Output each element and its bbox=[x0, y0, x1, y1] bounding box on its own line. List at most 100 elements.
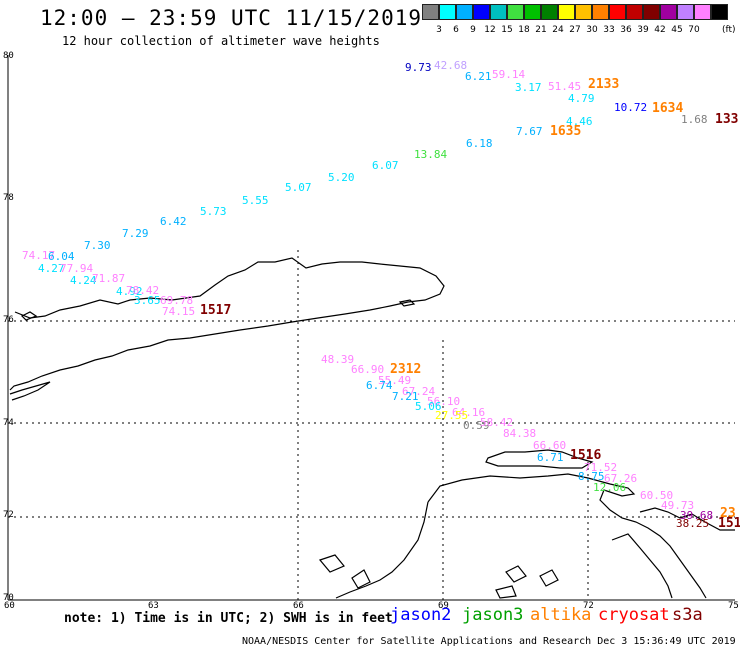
wave-height-label: 42.68 bbox=[434, 59, 468, 72]
wave-height-label: 4.24 bbox=[70, 274, 97, 287]
map-title: 12:00 — 23:59 UTC 11/15/2019 bbox=[40, 6, 423, 30]
wave-height-label: 133 bbox=[715, 112, 739, 127]
wave-height-label: 60.50 bbox=[640, 489, 674, 502]
wave-height-label: 9.73 bbox=[405, 61, 432, 74]
wave-height-label: 38.25 bbox=[676, 517, 710, 530]
legend-label: 70 bbox=[688, 25, 700, 35]
wave-height-label: 2133 bbox=[588, 77, 620, 92]
wave-height-label: 67.26 bbox=[604, 472, 638, 485]
legend-swatch bbox=[490, 4, 507, 20]
legend-label: 39 bbox=[637, 25, 649, 35]
legend-label: 15 bbox=[501, 25, 513, 35]
legend-label: 21 bbox=[535, 25, 547, 35]
wave-height-label: 3.17 bbox=[515, 81, 542, 94]
legend-swatch bbox=[626, 4, 643, 20]
longitude-label: 66 bbox=[293, 601, 304, 611]
wave-height-label: 3.65 bbox=[134, 294, 161, 307]
wave-height-label: 4.79 bbox=[568, 92, 595, 105]
wave-height-label: 8.75 bbox=[578, 470, 605, 483]
wave-height-label: 77.94 bbox=[60, 262, 94, 275]
legend-swatch bbox=[694, 4, 711, 20]
legend-swatch bbox=[541, 4, 558, 20]
wave-height-label: 48.39 bbox=[321, 353, 355, 366]
wave-height-label: 1635 bbox=[550, 124, 582, 139]
wave-height-label: 59.14 bbox=[492, 68, 526, 81]
latitude-label: 74 bbox=[3, 418, 14, 428]
legend-swatch bbox=[507, 4, 524, 20]
wave-height-label: 55.49 bbox=[378, 374, 412, 387]
wave-height-label: 7.29 bbox=[122, 227, 149, 240]
wave-height-label: 6.04 bbox=[48, 250, 75, 263]
wave-height-label: 71.87 bbox=[92, 272, 126, 285]
legend-swatch bbox=[592, 4, 609, 20]
legend-swatch bbox=[473, 4, 490, 20]
wave-height-label: 69.78 bbox=[160, 294, 194, 307]
legend-swatch bbox=[575, 4, 592, 20]
legend-label: 33 bbox=[603, 25, 615, 35]
wave-height-label: 78.42 bbox=[126, 284, 160, 297]
wave-height-label: 7.30 bbox=[84, 239, 111, 252]
wave-height-label: 6.71 bbox=[537, 451, 564, 464]
legend-swatch bbox=[609, 4, 626, 20]
wave-height-label: 10.72 bbox=[614, 101, 648, 114]
wave-height-label: 6.74 bbox=[366, 379, 393, 392]
legend-label: 3 bbox=[436, 25, 442, 35]
wave-height-label: 5.07 bbox=[285, 181, 312, 194]
wave-height-label: 6.07 bbox=[372, 159, 399, 172]
wave-height-label: 2312 bbox=[390, 362, 422, 377]
wave-height-label: 7.67 bbox=[516, 125, 543, 138]
wave-height-label: 7.21 bbox=[392, 390, 419, 403]
wave-height-label: 12.06 bbox=[593, 481, 627, 494]
coastline bbox=[9, 257, 735, 599]
color-legend: 3 6 9 12 15 18 21 24 27 30 33 36 39 42 45 70 (ft) bbox=[422, 4, 736, 35]
satellite-name-altika: altika bbox=[530, 605, 592, 625]
satellite-name-jason3: jason3 bbox=[462, 605, 524, 625]
wave-height-label: 1516 bbox=[570, 448, 602, 463]
credit-footer: NOAA/NESDIS Center for Satellite Applica… bbox=[242, 636, 736, 647]
wave-height-label: 5.73 bbox=[200, 205, 227, 218]
longitude-label: 72 bbox=[583, 601, 594, 611]
wave-height-label: 6.21 bbox=[465, 70, 492, 83]
latitude-label: 76 bbox=[3, 315, 14, 325]
map-subtitle: 12 hour collection of altimeter wave hei… bbox=[62, 34, 380, 48]
satellite-name-jason2: jason2 bbox=[390, 605, 452, 625]
wave-height-label: 6.18 bbox=[466, 137, 493, 150]
wave-height-label: 0.59 bbox=[463, 419, 490, 432]
wave-height-label: 13.84 bbox=[414, 148, 448, 161]
latitude-label: 80 bbox=[3, 51, 14, 61]
wave-height-label: 6.42 bbox=[160, 215, 187, 228]
latitude-label: 70 bbox=[3, 593, 14, 603]
legend-label: 36 bbox=[620, 25, 632, 35]
legend-label: 30 bbox=[586, 25, 598, 35]
legend-label: 9 bbox=[470, 25, 476, 35]
latitude-label: 78 bbox=[3, 193, 14, 203]
legend-label: 45 bbox=[671, 25, 683, 35]
legend-swatch bbox=[643, 4, 660, 20]
wave-height-label: 74.17 bbox=[22, 249, 56, 262]
longitude-label: 63 bbox=[148, 601, 159, 611]
legend-unit: (ft) bbox=[722, 25, 736, 35]
legend-swatch bbox=[660, 4, 677, 20]
wave-height-label: 56.10 bbox=[427, 395, 461, 408]
wave-height-label: 4.92 bbox=[116, 285, 143, 298]
latitude-label: 72 bbox=[3, 510, 14, 520]
longitude-label: 69 bbox=[438, 601, 449, 611]
satellite-name-s3a: s3a bbox=[672, 605, 703, 625]
legend-swatch bbox=[711, 4, 728, 20]
legend-label: 27 bbox=[569, 25, 581, 35]
units-note: note: 1) Time is in UTC; 2) SWH is in fe… bbox=[64, 611, 393, 626]
wave-height-label: 66.90 bbox=[351, 363, 385, 376]
wave-height-label: 58.42 bbox=[480, 416, 514, 429]
wave-height-label: 1517 bbox=[200, 303, 232, 318]
wave-height-label: 1.68 bbox=[681, 113, 708, 126]
wave-height-label: 4.27 bbox=[38, 262, 65, 275]
wave-height-label: 23 bbox=[720, 506, 736, 521]
legend-swatch bbox=[422, 4, 439, 20]
wave-height-label: 71.52 bbox=[584, 461, 618, 474]
wave-height-label: 67.24 bbox=[402, 385, 436, 398]
wave-height-label: 1634 bbox=[652, 101, 684, 116]
legend-swatch bbox=[456, 4, 473, 20]
grid-lines bbox=[8, 250, 735, 600]
wave-height-label: 74.15 bbox=[162, 305, 196, 318]
